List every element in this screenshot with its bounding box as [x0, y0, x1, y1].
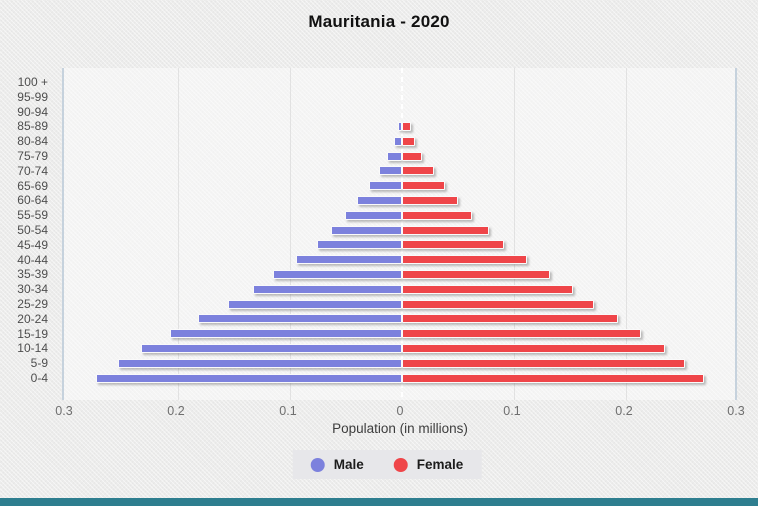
bar-male-80-84[interactable] — [394, 137, 402, 146]
bar-male-50-54[interactable] — [331, 226, 402, 235]
age-label-40-44: 40-44 — [17, 252, 48, 267]
age-label-70-74: 70-74 — [17, 163, 48, 178]
x-tick-0-0.3: 0.3 — [55, 404, 73, 418]
bar-female-75-79[interactable] — [402, 152, 422, 161]
bar-male-10-14[interactable] — [141, 344, 402, 353]
x-tick-2-0.1: 0.1 — [279, 404, 297, 418]
age-label-60-64: 60-64 — [17, 193, 48, 208]
age-label-25-29: 25-29 — [17, 297, 48, 311]
bar-male-15-19[interactable] — [170, 329, 402, 338]
bar-female-50-54[interactable] — [402, 226, 489, 235]
age-label-80-84: 80-84 — [17, 134, 48, 149]
gridline — [290, 68, 291, 400]
bar-male-30-34[interactable] — [253, 285, 402, 294]
age-label-15-19: 15-19 — [17, 326, 48, 341]
bar-female-40-44[interactable] — [402, 255, 527, 264]
bar-male-75-79[interactable] — [387, 152, 402, 161]
bar-male-60-64[interactable] — [357, 196, 402, 205]
age-label-65-69: 65-69 — [17, 178, 48, 193]
age-label-0-4: 0-4 — [30, 371, 48, 385]
legend-item-female[interactable]: Female — [393, 457, 464, 472]
gridline — [626, 68, 627, 400]
gridline — [178, 68, 179, 400]
bar-female-20-24[interactable] — [402, 314, 618, 323]
bar-female-55-59[interactable] — [402, 211, 472, 220]
legend-female-label: Female — [416, 457, 464, 472]
age-label-45-49: 45-49 — [17, 237, 48, 252]
chart-title: Mauritania - 2020 — [308, 12, 450, 31]
bar-male-0-4[interactable] — [96, 374, 402, 383]
bar-male-45-49[interactable] — [317, 240, 402, 249]
bar-male-85-89[interactable] — [398, 122, 402, 131]
bar-male-70-74[interactable] — [379, 166, 402, 175]
x-axis-title: Population (in millions) — [332, 421, 468, 436]
male-swatch-icon — [310, 457, 325, 472]
age-label-55-59: 55-59 — [17, 208, 48, 223]
bar-male-40-44[interactable] — [296, 255, 402, 264]
bar-male-55-59[interactable] — [345, 211, 402, 220]
bar-female-25-29[interactable] — [402, 300, 594, 309]
bar-female-0-4[interactable] — [402, 374, 704, 383]
bar-female-35-39[interactable] — [402, 270, 550, 279]
legend-male-label: Male — [333, 457, 364, 472]
age-label-50-54: 50-54 — [17, 223, 48, 237]
bar-female-5-9[interactable] — [402, 359, 685, 368]
x-tick-3-0: 0 — [396, 404, 404, 418]
bar-female-15-19[interactable] — [402, 329, 641, 338]
bar-male-65-69[interactable] — [369, 181, 402, 190]
x-tick-1-0.2: 0.2 — [167, 404, 185, 418]
bar-female-85-89[interactable] — [402, 122, 411, 131]
age-label-100: 100 + — [17, 75, 48, 89]
legend-item-male[interactable]: Male — [310, 457, 364, 472]
female-swatch-icon — [393, 457, 408, 472]
plot-area — [62, 68, 737, 400]
age-label-10-14: 10-14 — [17, 341, 48, 356]
bar-female-60-64[interactable] — [402, 196, 458, 205]
bar-male-35-39[interactable] — [273, 270, 402, 279]
bar-male-5-9[interactable] — [118, 359, 402, 368]
bar-female-80-84[interactable] — [402, 137, 415, 146]
bar-female-10-14[interactable] — [402, 344, 665, 353]
bar-female-30-34[interactable] — [402, 285, 573, 294]
age-label-35-39: 35-39 — [17, 267, 48, 282]
legend: Male Female — [292, 450, 482, 479]
bar-female-65-69[interactable] — [402, 181, 445, 190]
bar-female-70-74[interactable] — [402, 166, 434, 175]
x-tick-6-0.3: 0.3 — [727, 404, 745, 418]
age-label-90-94: 90-94 — [17, 104, 48, 119]
bar-male-20-24[interactable] — [198, 314, 402, 323]
gridline — [514, 68, 515, 400]
x-tick-5-0.2: 0.2 — [615, 404, 633, 418]
bottom-accent-strip — [0, 498, 758, 506]
age-label-85-89: 85-89 — [17, 119, 48, 134]
age-label-5-9: 5-9 — [30, 356, 48, 371]
x-tick-4-0.1: 0.1 — [503, 404, 521, 418]
age-label-20-24: 20-24 — [17, 311, 48, 326]
bar-male-25-29[interactable] — [228, 300, 402, 309]
bar-female-45-49[interactable] — [402, 240, 504, 249]
age-label-95-99: 95-99 — [17, 89, 48, 104]
age-label-30-34: 30-34 — [17, 282, 48, 297]
age-label-75-79: 75-79 — [17, 149, 48, 163]
